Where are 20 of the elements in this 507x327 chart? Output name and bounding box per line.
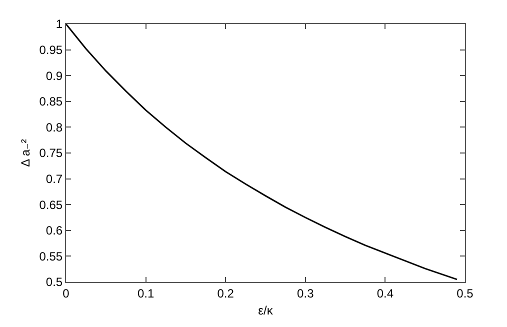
y-tick-label: 0.8 xyxy=(46,120,63,134)
x-tick-label: 0.4 xyxy=(376,286,394,300)
x-tick-label: 0.1 xyxy=(137,286,154,300)
y-tick-label: 0.55 xyxy=(39,249,63,264)
y-tick-label: 0.95 xyxy=(39,43,63,57)
y-tick-label: 0.65 xyxy=(39,198,63,212)
y-tick-label: 0.6 xyxy=(46,224,63,238)
y-tick-label: 0.7 xyxy=(46,172,63,186)
y-tick-label: 0.5 xyxy=(46,275,63,290)
y-axis-title: Δ a₋² xyxy=(18,139,33,167)
line-series xyxy=(66,24,458,280)
x-tick-label: 0.5 xyxy=(456,286,474,300)
x-tick-label: 0.2 xyxy=(217,286,234,300)
y-tick-label: 0.75 xyxy=(39,146,63,160)
x-tick-label: 0.3 xyxy=(297,286,314,300)
y-tick-label: 0.9 xyxy=(46,68,63,83)
x-tick-label: 0 xyxy=(62,286,70,300)
y-tick-label: 1 xyxy=(56,17,63,32)
y-tick-label: 0.85 xyxy=(39,94,63,109)
x-axis-title: ε/κ xyxy=(258,303,274,318)
